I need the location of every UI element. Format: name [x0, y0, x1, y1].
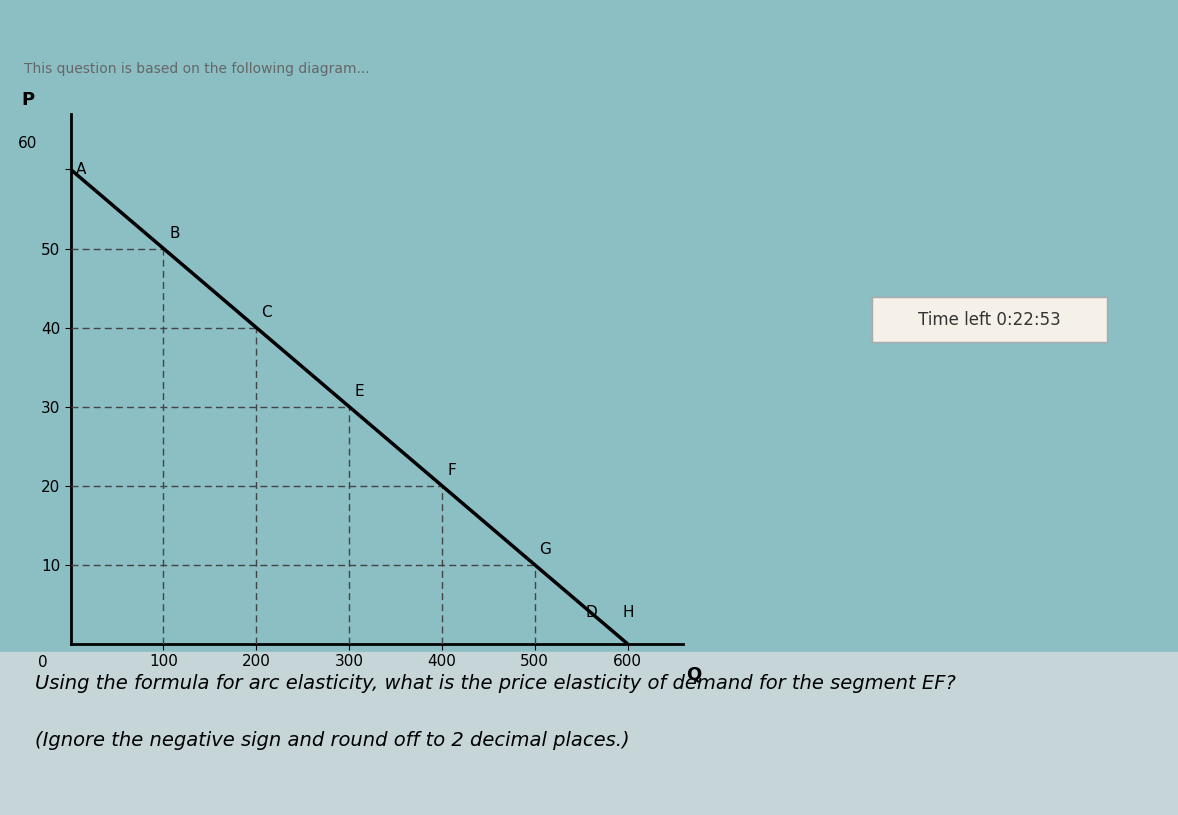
- Text: F: F: [448, 463, 456, 478]
- Text: H: H: [623, 605, 635, 620]
- Text: Using the formula for arc elasticity, what is the price elasticity of demand for: Using the formula for arc elasticity, wh…: [35, 674, 957, 693]
- Text: B: B: [170, 226, 179, 240]
- Text: P: P: [21, 90, 34, 108]
- Text: Q: Q: [687, 665, 702, 683]
- Text: C: C: [262, 305, 272, 319]
- Text: This question is based on the following diagram...: This question is based on the following …: [24, 63, 369, 77]
- Text: D: D: [585, 605, 597, 620]
- Text: 60: 60: [18, 136, 37, 151]
- Text: (Ignore the negative sign and round off to 2 decimal places.): (Ignore the negative sign and round off …: [35, 731, 630, 750]
- Text: 0: 0: [39, 655, 48, 670]
- Text: A: A: [77, 162, 87, 178]
- Text: G: G: [540, 542, 551, 557]
- Text: Time left 0:22:53: Time left 0:22:53: [918, 311, 1061, 329]
- Text: E: E: [355, 384, 364, 399]
